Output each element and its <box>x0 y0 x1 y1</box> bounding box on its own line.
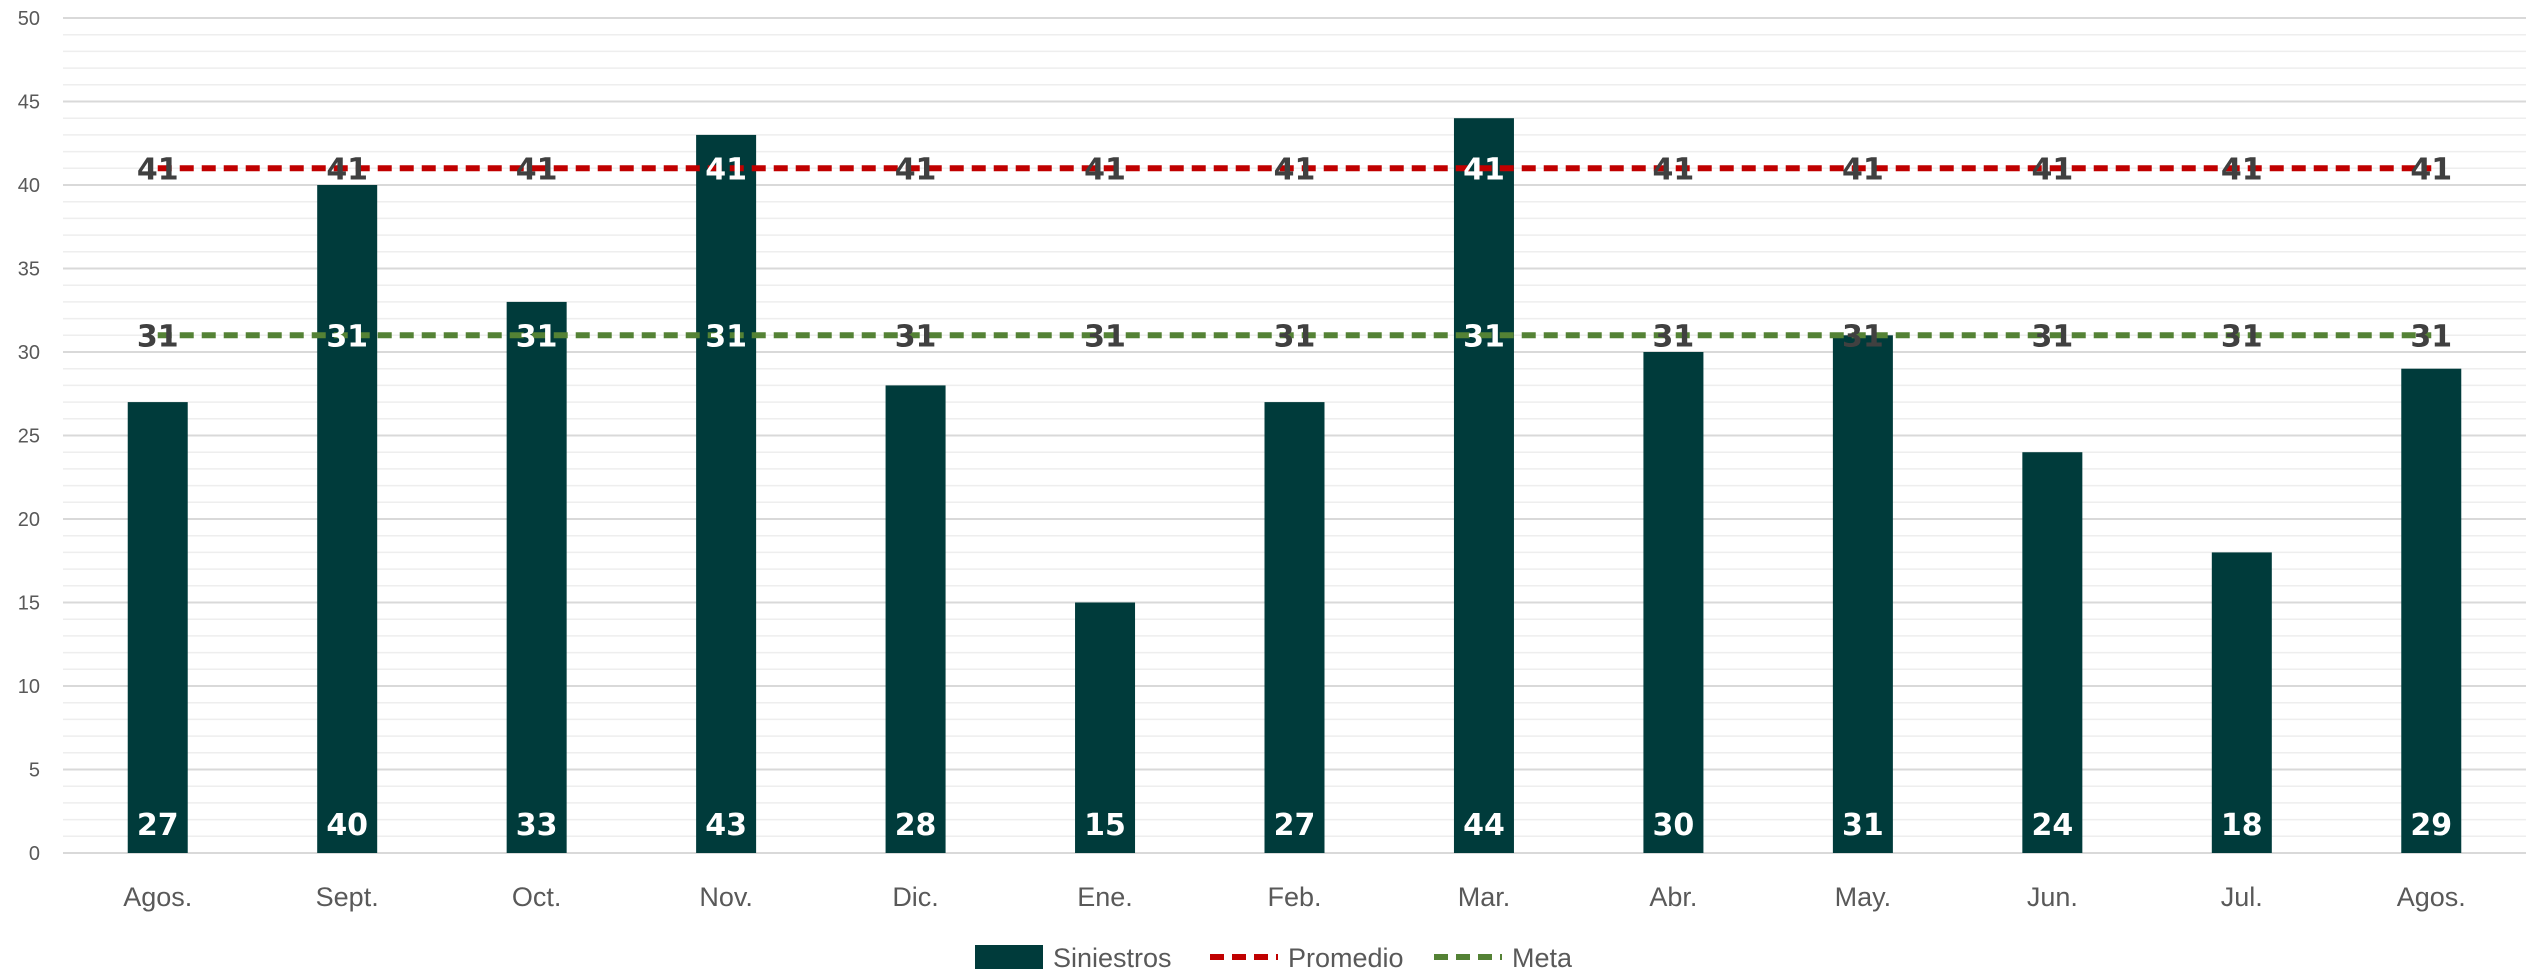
y-tick-label: 10 <box>18 676 40 698</box>
line-value-label-promedio: 41 <box>1274 152 1316 187</box>
bars-siniestros <box>127 118 2462 853</box>
y-tick-label: 40 <box>18 175 40 197</box>
y-tick-label: 0 <box>29 843 40 865</box>
x-category-label: Feb. <box>1267 882 1321 912</box>
x-category-label: Nov. <box>699 882 753 912</box>
bar-data-labels: 27 40 33 43 28 15 27 44 30 31 24 18 29 <box>137 808 2452 843</box>
y-tick-label: 25 <box>18 426 40 448</box>
line-value-label-meta: 31 <box>1274 319 1316 354</box>
x-category-label: Mar. <box>1458 882 1511 912</box>
legend-item-meta: Meta <box>1434 943 1573 972</box>
bar-value-label: 31 <box>1842 808 1884 843</box>
y-tick-label: 35 <box>18 259 40 281</box>
legend-label: Siniestros <box>1053 943 1172 972</box>
x-category-label: May. <box>1835 882 1892 912</box>
x-category-label: Dic. <box>892 882 939 912</box>
bar-siniestros <box>1643 352 1704 853</box>
line-value-label-meta: 31 <box>1842 319 1884 354</box>
line-value-label-meta: 31 <box>2410 319 2452 354</box>
legend: Siniestros Promedio Meta <box>975 943 1573 972</box>
legend-swatch <box>975 945 1043 969</box>
bar-siniestros <box>1832 335 1893 853</box>
x-category-label: Ene. <box>1077 882 1133 912</box>
line-value-label-promedio: 41 <box>2031 152 2073 187</box>
legend-item-promedio: Promedio <box>1210 943 1404 972</box>
line-value-label-meta: 31 <box>705 319 747 354</box>
bar-value-label: 15 <box>1084 808 1126 843</box>
legend-label: Promedio <box>1288 943 1404 972</box>
bar-siniestros <box>885 385 946 853</box>
line-value-label-meta: 31 <box>137 319 179 354</box>
bar-value-label: 44 <box>1463 808 1505 843</box>
x-axis-categories: Agos. Sept. Oct. Nov. Dic. Ene. Feb. Mar. Abr. Ma… <box>123 882 2466 912</box>
y-tick-label: 30 <box>18 342 40 364</box>
line-value-label-promedio: 41 <box>516 152 558 187</box>
bar-siniestros <box>1453 118 1514 853</box>
y-axis-ticks: 0 5 10 15 20 25 30 35 40 45 50 <box>18 8 40 865</box>
bar-value-label: 33 <box>516 808 558 843</box>
line-value-label-promedio: 41 <box>2410 152 2452 187</box>
bar-value-label: 29 <box>2410 808 2452 843</box>
line-data-labels: 41 41 41 41 41 41 41 41 41 41 41 41 41 31 31 31 31 31 31 31… <box>137 152 2452 354</box>
x-category-label: Abr. <box>1649 882 1697 912</box>
bar-siniestros <box>1075 602 1136 853</box>
bar-siniestros <box>506 301 567 853</box>
bar-value-label: 43 <box>705 808 747 843</box>
bar-value-label: 27 <box>137 808 179 843</box>
line-value-label-promedio: 41 <box>1842 152 1884 187</box>
y-tick-label: 50 <box>18 8 40 30</box>
bar-value-label: 40 <box>326 808 368 843</box>
x-category-label: Oct. <box>512 882 562 912</box>
line-value-label-promedio: 41 <box>1084 152 1126 187</box>
x-category-label: Agos. <box>2397 882 2466 912</box>
x-category-label: Jul. <box>2221 882 2263 912</box>
bar-siniestros <box>2022 452 2083 853</box>
legend-label: Meta <box>1512 943 1573 972</box>
line-value-label-promedio: 41 <box>137 152 179 187</box>
y-tick-label: 15 <box>18 593 40 615</box>
bar-value-label: 24 <box>2031 808 2073 843</box>
line-value-label-meta: 31 <box>1463 319 1505 354</box>
reference-lines <box>157 165 2432 339</box>
y-tick-label: 45 <box>18 92 40 114</box>
bar-value-label: 18 <box>2221 808 2263 843</box>
x-category-label: Sept. <box>316 882 379 912</box>
bar-siniestros <box>2211 552 2272 853</box>
y-tick-label: 20 <box>18 509 40 531</box>
y-tick-label: 5 <box>29 760 40 782</box>
line-value-label-promedio: 41 <box>1463 152 1505 187</box>
line-value-label-promedio: 41 <box>2221 152 2263 187</box>
line-value-label-promedio: 41 <box>705 152 747 187</box>
x-category-label: Jun. <box>2027 882 2078 912</box>
bar-siniestros <box>127 402 188 853</box>
bar-siniestros <box>1264 402 1325 853</box>
line-value-label-promedio: 41 <box>895 152 937 187</box>
line-value-label-meta: 31 <box>1084 319 1126 354</box>
legend-item-siniestros: Siniestros <box>975 943 1172 972</box>
bar-value-label: 30 <box>1653 808 1695 843</box>
line-value-label-meta: 31 <box>516 319 558 354</box>
x-category-label: Agos. <box>123 882 192 912</box>
bar-value-label: 27 <box>1274 808 1316 843</box>
bar-siniestros <box>696 134 757 853</box>
line-value-label-meta: 31 <box>326 319 368 354</box>
line-value-label-promedio: 41 <box>326 152 368 187</box>
bar-siniestros <box>317 185 378 853</box>
line-value-label-meta: 31 <box>895 319 937 354</box>
line-value-label-meta: 31 <box>2221 319 2263 354</box>
bar-value-label: 28 <box>895 808 937 843</box>
line-value-label-meta: 31 <box>1653 319 1695 354</box>
line-value-label-promedio: 41 <box>1653 152 1695 187</box>
line-value-label-meta: 31 <box>2031 319 2073 354</box>
bar-siniestros <box>2401 368 2462 853</box>
